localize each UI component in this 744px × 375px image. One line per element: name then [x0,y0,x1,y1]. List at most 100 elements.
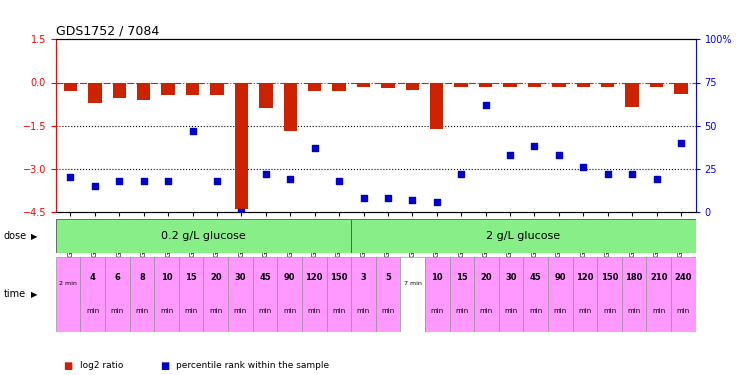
Bar [597,257,622,332]
Bar [626,82,639,107]
Text: 120: 120 [306,273,323,282]
Text: min: min [86,308,100,314]
Text: 180: 180 [626,273,643,282]
Bar [622,257,647,332]
Point [358,195,370,201]
Text: 240: 240 [675,273,692,282]
Text: min: min [209,308,222,314]
Text: min: min [332,308,345,314]
Bar [647,257,671,332]
Bar [129,257,154,332]
Text: 6: 6 [115,273,121,282]
Text: min: min [111,308,124,314]
Text: min: min [135,308,149,314]
Bar [650,82,664,87]
Point [406,197,418,203]
Text: dose: dose [4,231,27,241]
Text: 10: 10 [161,273,173,282]
Point [113,178,125,184]
Point [89,183,101,189]
Text: 4: 4 [90,273,96,282]
Bar [283,82,297,131]
Bar [498,257,523,332]
Text: min: min [504,308,518,314]
Text: GDS1752 / 7084: GDS1752 / 7084 [56,24,159,38]
Text: 15: 15 [456,273,468,282]
Text: min: min [529,308,542,314]
Bar [455,82,468,87]
Text: ■: ■ [160,361,169,370]
Text: min: min [382,308,394,314]
Text: percentile rank within the sample: percentile rank within the sample [176,361,330,370]
Text: min: min [554,308,567,314]
Text: min: min [283,308,296,314]
Point [211,178,223,184]
Point [162,178,174,184]
Point [333,178,345,184]
Bar [211,82,224,96]
Bar [504,82,517,87]
Bar [228,257,253,332]
Bar [234,82,248,209]
Point [455,171,467,177]
Bar [253,257,278,332]
Text: min: min [258,308,272,314]
Text: 30: 30 [505,273,517,282]
Point [235,209,247,215]
Text: 150: 150 [600,273,618,282]
Point [284,176,296,182]
Point [602,171,614,177]
Bar [425,257,449,332]
Bar [105,257,129,332]
Bar [381,82,394,88]
Point [65,174,77,180]
Text: min: min [185,308,198,314]
Text: 7 min: 7 min [404,280,422,286]
Bar [308,82,321,91]
Point [187,128,199,134]
Bar [405,82,419,90]
Text: 90: 90 [554,273,566,282]
Text: 30: 30 [234,273,246,282]
Bar [327,257,351,332]
Text: ■: ■ [63,361,72,370]
Point [650,176,662,182]
Text: 0.2 g/L glucose: 0.2 g/L glucose [161,231,246,241]
Text: 5: 5 [385,273,391,282]
Bar [357,82,371,87]
Text: min: min [455,308,469,314]
Text: 20: 20 [481,273,493,282]
Text: 3: 3 [361,273,366,282]
Bar [64,82,77,91]
Bar [154,257,179,332]
Text: min: min [160,308,173,314]
Text: min: min [603,308,616,314]
Bar [474,257,498,332]
Bar [479,82,493,87]
Text: ▶: ▶ [31,232,38,241]
Bar [449,257,474,332]
Text: 90: 90 [284,273,295,282]
Bar [203,257,228,332]
Bar [430,82,443,129]
Bar [376,257,400,332]
Text: min: min [357,308,370,314]
Text: min: min [627,308,641,314]
Bar [56,257,80,332]
Text: min: min [677,308,690,314]
Bar [527,82,541,87]
Point [431,198,443,204]
Bar [179,257,203,332]
Bar [577,82,590,87]
Point [675,140,687,146]
Text: time: time [4,290,26,299]
Bar [548,257,573,332]
Bar [278,257,302,332]
Bar [351,257,376,332]
Point [626,171,638,177]
Point [480,102,492,108]
Text: min: min [652,308,665,314]
Text: min: min [480,308,493,314]
Text: 45: 45 [530,273,542,282]
Bar [552,82,565,87]
